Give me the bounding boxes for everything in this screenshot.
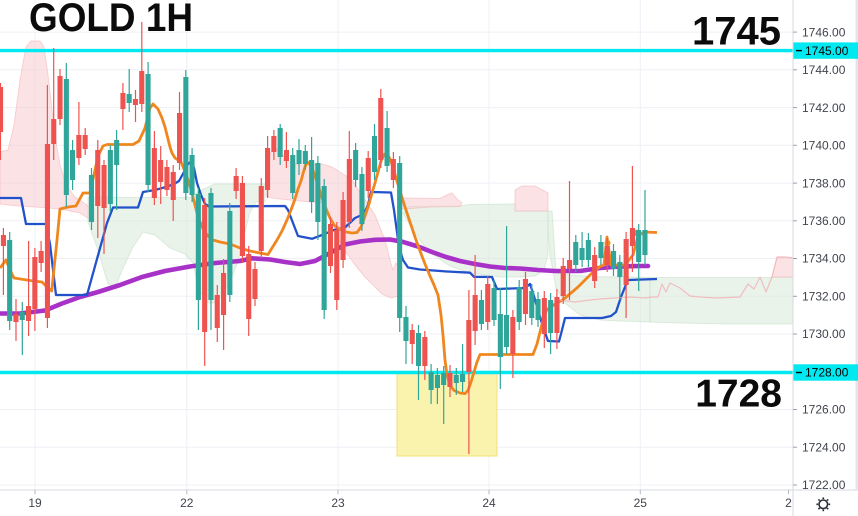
svg-text:1730.00: 1730.00 [802, 327, 846, 341]
svg-text:1746.00: 1746.00 [802, 25, 846, 39]
svg-text:24: 24 [482, 496, 496, 510]
svg-text:1740.00: 1740.00 [802, 139, 846, 153]
svg-text:23: 23 [331, 496, 345, 510]
svg-text:1728.00: 1728.00 [805, 366, 849, 380]
svg-text:1745: 1745 [692, 9, 781, 53]
svg-text:2: 2 [785, 496, 792, 510]
svg-text:22: 22 [180, 496, 194, 510]
svg-text:1722.00: 1722.00 [802, 478, 846, 492]
svg-text:1736.00: 1736.00 [802, 214, 846, 228]
svg-text:1732.00: 1732.00 [802, 290, 846, 304]
svg-text:1734.00: 1734.00 [802, 252, 846, 266]
svg-text:1724.00: 1724.00 [802, 440, 846, 454]
svg-text:25: 25 [634, 496, 648, 510]
svg-text:GOLD 1H: GOLD 1H [29, 0, 193, 40]
svg-text:1728: 1728 [695, 372, 782, 415]
svg-text:1726.00: 1726.00 [802, 403, 846, 417]
svg-text:1745.00: 1745.00 [805, 44, 849, 58]
svg-text:1738.00: 1738.00 [802, 176, 846, 190]
svg-text:19: 19 [28, 496, 42, 510]
svg-text:1742.00: 1742.00 [802, 101, 846, 115]
svg-text:1744.00: 1744.00 [802, 63, 846, 77]
